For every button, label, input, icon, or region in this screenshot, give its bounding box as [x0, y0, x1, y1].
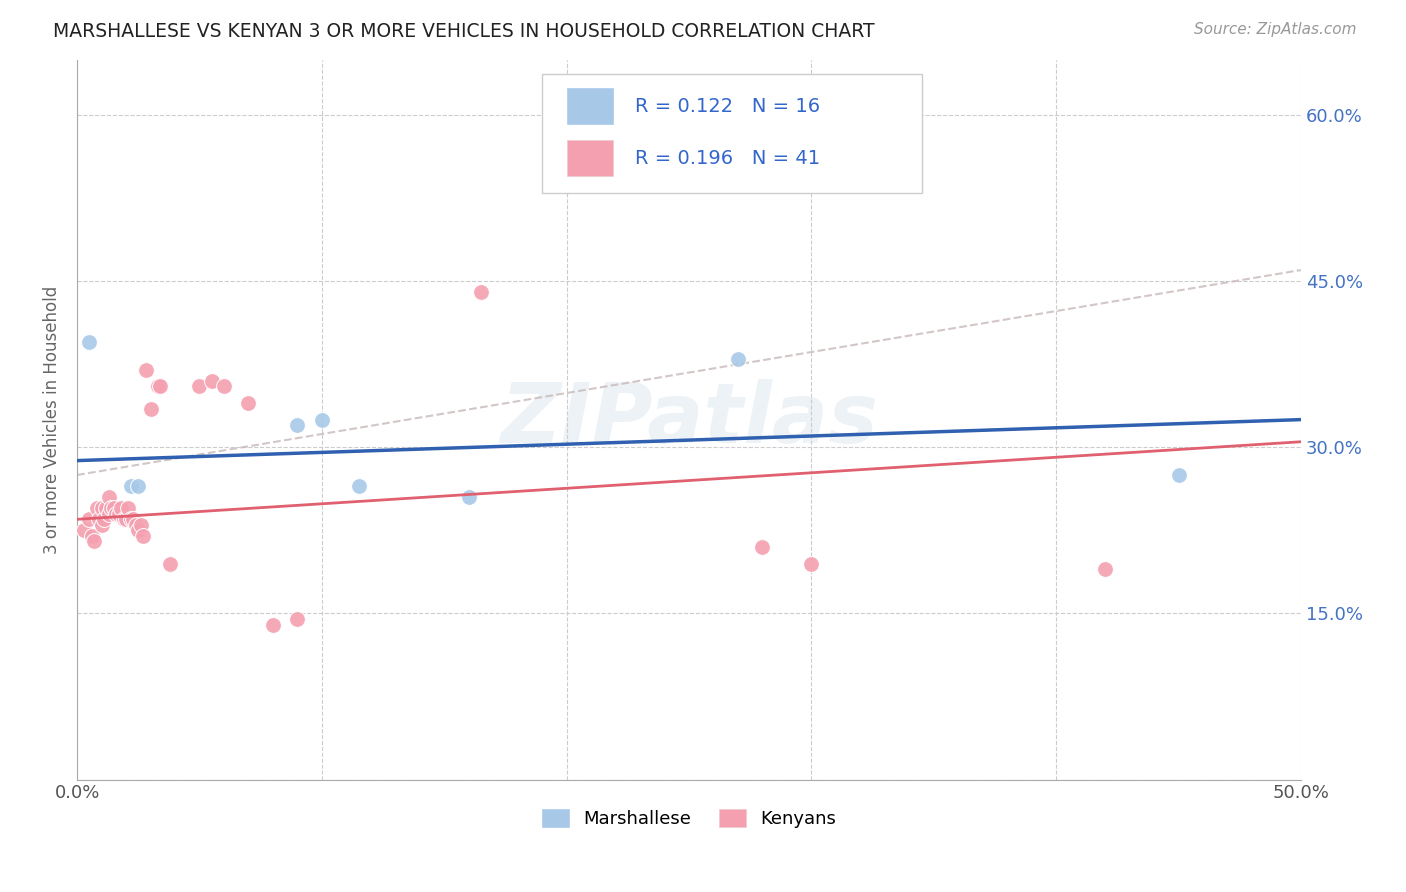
Point — [159, 557, 181, 571]
Point — [347, 479, 370, 493]
Point — [87, 512, 110, 526]
Point — [146, 379, 169, 393]
Text: Source: ZipAtlas.com: Source: ZipAtlas.com — [1194, 22, 1357, 37]
Point — [115, 512, 138, 526]
Legend: Marshallese, Kenyans: Marshallese, Kenyans — [534, 802, 844, 836]
FancyBboxPatch shape — [543, 74, 921, 193]
Point — [73, 524, 96, 538]
Point — [79, 334, 101, 349]
Point — [149, 379, 172, 393]
Point — [238, 396, 260, 410]
Point — [311, 412, 333, 426]
Point — [122, 512, 145, 526]
Point — [262, 617, 284, 632]
Point — [129, 517, 152, 532]
Point — [80, 529, 103, 543]
Point — [86, 501, 108, 516]
Point — [127, 524, 149, 538]
Point — [751, 540, 773, 554]
Point — [112, 512, 135, 526]
Point — [135, 363, 157, 377]
Point — [107, 507, 129, 521]
Point — [90, 517, 112, 532]
FancyBboxPatch shape — [567, 140, 613, 177]
Point — [97, 490, 120, 504]
Point — [287, 418, 309, 433]
Point — [139, 401, 162, 416]
Text: ZIPatlas: ZIPatlas — [501, 379, 877, 460]
Text: R = 0.122   N = 16: R = 0.122 N = 16 — [636, 97, 820, 116]
Point — [96, 501, 118, 516]
Point — [105, 507, 128, 521]
Point — [457, 490, 479, 504]
Point — [90, 501, 112, 516]
Point — [800, 557, 823, 571]
Point — [79, 512, 101, 526]
Point — [287, 612, 309, 626]
Text: R = 0.196   N = 41: R = 0.196 N = 41 — [636, 149, 820, 168]
Point — [1094, 562, 1116, 576]
Point — [132, 529, 155, 543]
Point — [97, 507, 120, 521]
Point — [727, 351, 749, 366]
Point — [212, 379, 235, 393]
Point — [117, 501, 139, 516]
Point — [103, 501, 125, 516]
Point — [100, 501, 122, 516]
Point — [120, 512, 142, 526]
Text: MARSHALLESE VS KENYAN 3 OR MORE VEHICLES IN HOUSEHOLD CORRELATION CHART: MARSHALLESE VS KENYAN 3 OR MORE VEHICLES… — [53, 22, 875, 41]
FancyBboxPatch shape — [567, 88, 613, 124]
Y-axis label: 3 or more Vehicles in Household: 3 or more Vehicles in Household — [44, 285, 60, 554]
Point — [188, 379, 211, 393]
Point — [120, 479, 142, 493]
Point — [110, 501, 132, 516]
Point — [470, 285, 492, 300]
Point — [93, 512, 115, 526]
Point — [127, 479, 149, 493]
Point — [83, 534, 105, 549]
Point — [125, 517, 148, 532]
Point — [201, 374, 224, 388]
Point — [1167, 468, 1189, 483]
